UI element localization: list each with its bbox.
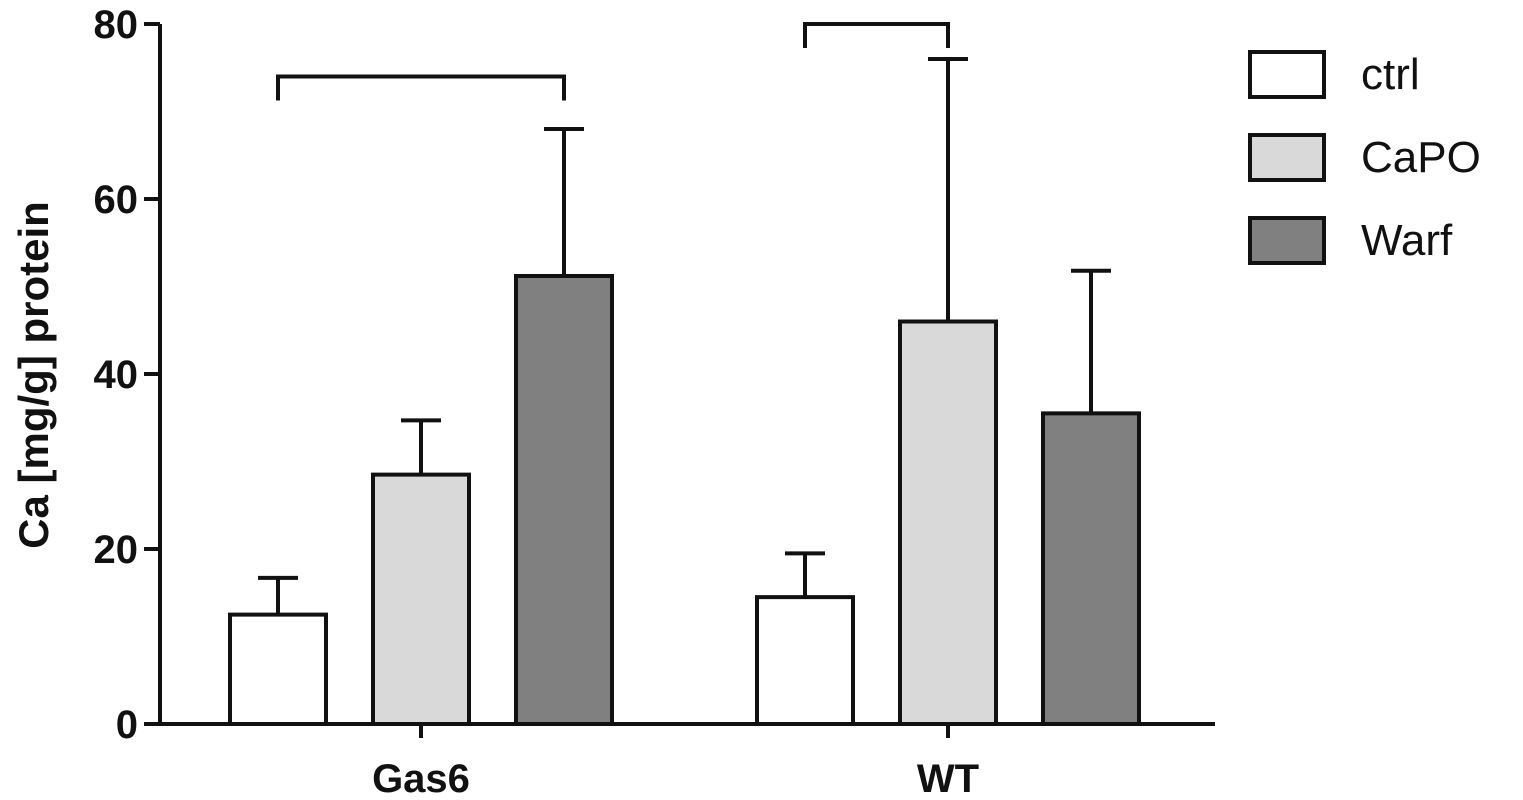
y-tick-label: 40 [94, 353, 139, 397]
x-tick-label: WT [917, 757, 979, 800]
legend: ctrl CaPO Warf [1248, 50, 1481, 265]
legend-swatch-capo [1248, 133, 1326, 182]
y-axis-label: Ca [mg/g] protein [10, 201, 57, 549]
bar-warf-wt [1041, 411, 1141, 726]
plot-area: 0 20 40 60 80 Gas6 WT [94, 3, 1215, 800]
x-tick-label: Gas6 [372, 757, 470, 800]
bar-ctrl-wt [755, 595, 855, 726]
y-tick-label: 0 [116, 703, 138, 747]
legend-swatch-warf [1248, 216, 1326, 265]
y-tick-label: 60 [94, 178, 139, 222]
significance-bracket [276, 74, 566, 101]
legend-label-warf: Warf [1361, 216, 1453, 265]
legend-swatch-ctrl [1248, 50, 1326, 99]
y-tick-label: 80 [94, 3, 139, 47]
bar-capo-gas6 [371, 472, 471, 726]
y-tick-label: 20 [94, 528, 139, 572]
legend-label-ctrl: ctrl [1361, 50, 1420, 99]
bar-capo-wt [898, 319, 998, 726]
legend-label-capo: CaPO [1361, 133, 1481, 182]
bar-ctrl-gas6 [228, 612, 328, 726]
bar-warf-gas6 [514, 274, 614, 726]
significance-bracket [803, 22, 950, 48]
